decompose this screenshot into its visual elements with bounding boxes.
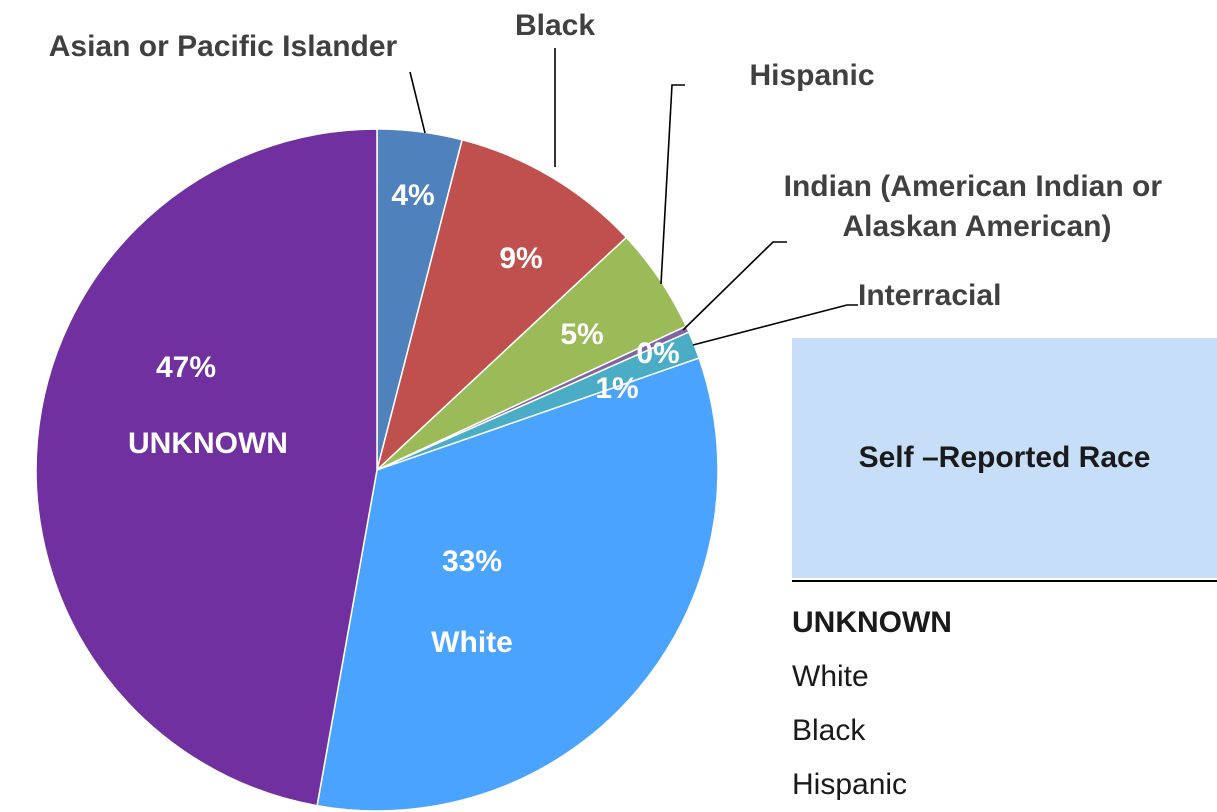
leader-line-interracial [692, 304, 858, 346]
label-hispanic: Hispanic [749, 59, 874, 92]
leader-line-indian [682, 241, 787, 331]
data-label-unknown: 47% [156, 351, 216, 384]
legend-item-black: Black [792, 714, 866, 747]
label-asian-pacific-islander: Asian or Pacific Islander [49, 30, 398, 63]
data-label-black: 9% [499, 242, 542, 275]
category-label-white: White [431, 626, 513, 659]
legend-item-unknown: UNKNOWN [792, 606, 952, 639]
label-interracial: Interracial [858, 279, 1001, 312]
leader-line-asian [409, 71, 426, 134]
chart-title-box: Self –Reported Race [792, 338, 1217, 578]
chart-title: Self –Reported Race [858, 441, 1151, 474]
pie-slice-unknown [35, 128, 378, 807]
label-indian-line-1: Indian (American Indian or [784, 170, 1163, 203]
legend: UNKNOWN White Black Hispanic [792, 596, 952, 812]
data-label-indian: 0% [636, 337, 679, 370]
pie-slices [35, 128, 719, 812]
data-label-interracial: 1% [595, 372, 638, 405]
data-label-asian: 4% [391, 179, 434, 212]
legend-item-hispanic: Hispanic [792, 768, 908, 801]
label-black: Black [515, 9, 595, 42]
label-indian: Indian (American Indian or Alaskan Ameri… [784, 170, 1171, 243]
category-label-unknown: UNKNOWN [128, 427, 288, 460]
data-label-white: 33% [442, 545, 502, 578]
label-indian-line-2: Alaskan American) [842, 210, 1111, 243]
legend-item-white: White [792, 660, 869, 693]
pie-slice-black [375, 138, 628, 473]
data-label-hispanic: 5% [560, 318, 603, 351]
leader-line-hispanic [660, 84, 685, 285]
pie-slice-white [316, 357, 719, 812]
legend-divider [792, 580, 1217, 582]
